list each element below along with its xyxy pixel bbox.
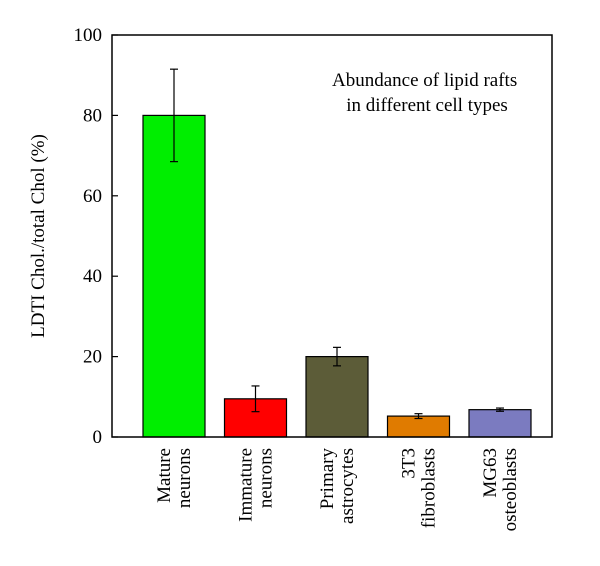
error-bar bbox=[414, 413, 423, 420]
y-tick-label: 60 bbox=[83, 186, 102, 207]
y-axis-label: LDTI Chol./total Chol (%) bbox=[28, 134, 49, 338]
x-category-label-line: fibroblasts bbox=[419, 448, 440, 528]
y-tick-label: 0 bbox=[93, 427, 103, 448]
x-category-label: Matureneurons bbox=[154, 448, 195, 508]
error-bar bbox=[333, 346, 341, 367]
y-tick-label: 40 bbox=[83, 266, 102, 287]
bar bbox=[468, 409, 532, 438]
y-tick-label: 80 bbox=[83, 105, 102, 126]
bar bbox=[386, 415, 451, 438]
x-category-label: Primaryastrocytes bbox=[317, 448, 358, 524]
x-category-label: Immatureneurons bbox=[236, 448, 277, 522]
plot-frame bbox=[111, 34, 553, 438]
x-axis-labels: Matureneurons Immatureneurons Primaryastro… bbox=[154, 448, 521, 532]
x-category-label-line: neurons bbox=[174, 448, 195, 508]
x-category-label-line: Immature bbox=[236, 448, 257, 522]
y-tick-label: 20 bbox=[83, 347, 102, 368]
chart-annotation: Abundance of lipid rafts in different ce… bbox=[332, 70, 522, 116]
annotation-line-1: Abundance of lipid rafts bbox=[332, 70, 517, 91]
y-axis-ticks: 0 20 40 60 80 100 bbox=[74, 25, 118, 448]
error-bars-layer bbox=[170, 68, 504, 420]
x-category-label-line: astrocytes bbox=[337, 448, 358, 524]
bars-layer bbox=[142, 114, 532, 438]
error-bar bbox=[496, 407, 504, 412]
bar bbox=[305, 356, 369, 438]
y-tick-label: 100 bbox=[74, 25, 103, 46]
annotation-line-2: in different cell types bbox=[346, 95, 508, 116]
x-category-label-line: neurons bbox=[256, 448, 277, 508]
x-category-label-line: osteoblasts bbox=[500, 448, 521, 531]
x-category-label-line: MG63 bbox=[480, 448, 501, 498]
x-category-label-line: Primary bbox=[317, 448, 338, 510]
x-category-label: 3T3fibroblasts bbox=[399, 448, 440, 528]
x-category-label: MG63osteoblasts bbox=[480, 448, 521, 531]
x-category-label-line: 3T3 bbox=[399, 448, 420, 479]
error-bar bbox=[170, 68, 178, 163]
bar bbox=[142, 114, 206, 438]
error-bar bbox=[251, 385, 260, 413]
x-category-label-line: Mature bbox=[154, 448, 175, 503]
